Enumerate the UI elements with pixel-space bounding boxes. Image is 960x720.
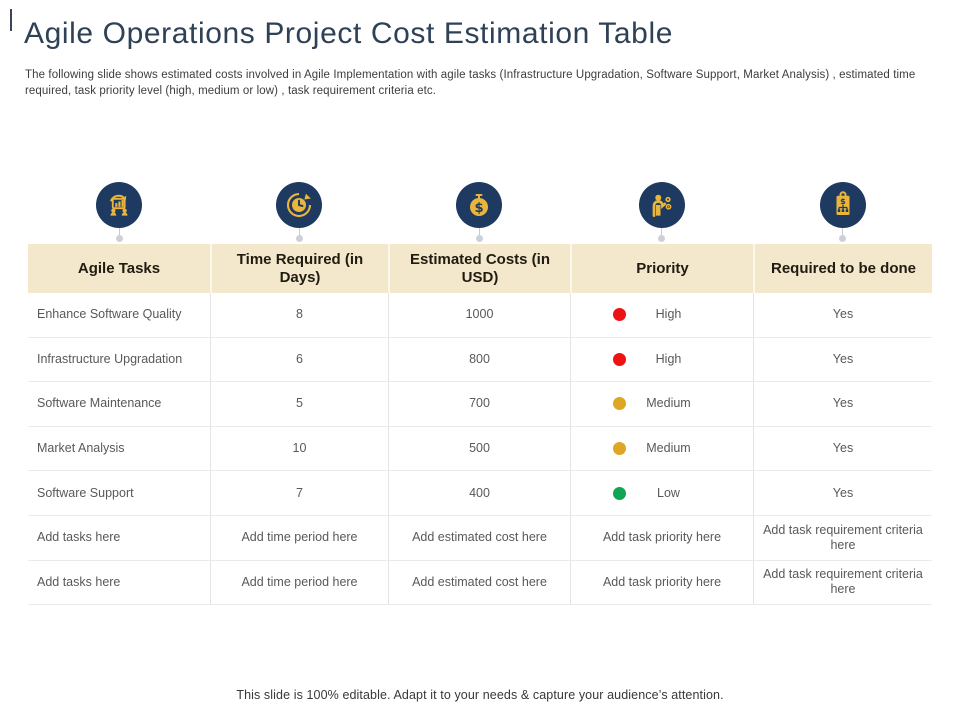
- cell-agile-task: Software Support: [37, 485, 134, 500]
- icon-connector-line: [298, 228, 300, 235]
- cell-required-to-be-done[interactable]: Add task requirement criteria here: [753, 515, 932, 560]
- priority-label: Add task priority here: [602, 574, 722, 589]
- header-agile-tasks: Agile Tasks: [77, 259, 161, 277]
- header-priority: Priority: [570, 244, 753, 293]
- column-icons-row: $: [28, 182, 932, 244]
- cell-required-to-be-done: Yes: [753, 337, 932, 382]
- cell-required-to-be-done: Yes: [753, 471, 932, 515]
- column-icon-time-required: [210, 182, 388, 244]
- cell-priority: High: [570, 293, 753, 337]
- cell-estimated-cost: 400: [388, 471, 570, 515]
- cell-agile-task: Infrastructure Upgradation: [37, 351, 183, 366]
- cell-required-to-be-done: Yes: [753, 293, 932, 337]
- cell-estimated-cost: 1000: [388, 293, 570, 337]
- cell-estimated-cost[interactable]: Add estimated cost here: [388, 515, 570, 560]
- table-row: Add tasks here Add time period here Add …: [28, 560, 932, 606]
- bar-chart-presenter-icon: [96, 182, 142, 228]
- cell-required-to-be-done: Yes: [753, 426, 932, 471]
- icon-connector-dot: [839, 235, 846, 242]
- table-row: Infrastructure Upgradation 6 800 High Ye…: [28, 337, 932, 383]
- priority-label: Medium: [646, 441, 691, 456]
- cell-agile-task[interactable]: Add tasks here: [37, 574, 121, 589]
- icon-connector-dot: [475, 235, 483, 242]
- table-row: Software Support 7 400 Low Yes: [28, 471, 932, 516]
- cell-required-to-be-done: Yes: [753, 382, 932, 426]
- icon-connector-line: [661, 228, 662, 235]
- cell-agile-task[interactable]: Add tasks here: [37, 530, 121, 545]
- cell-time-required[interactable]: Add time period here: [210, 560, 388, 605]
- cost-estimation-table: $: [28, 182, 932, 606]
- icon-connector-line: [842, 228, 843, 235]
- priority-status-dot: [613, 308, 626, 322]
- cell-agile-task: Enhance Software Quality: [37, 307, 182, 322]
- cell-required-to-be-done[interactable]: Add task requirement criteria here: [753, 560, 932, 605]
- header-required-to-be-done: Required to be done: [753, 244, 932, 293]
- priority-status-dot: [613, 486, 626, 500]
- column-icon-priority: [570, 182, 753, 244]
- table-row: Add tasks here Add time period here Add …: [28, 515, 932, 561]
- priority-label: High: [655, 307, 682, 322]
- table-body: Enhance Software Quality 8 1000 High Yes…: [28, 293, 932, 606]
- column-icon-required-to-be-done: $: [753, 182, 932, 244]
- clipboard-dollar-hierarchy-icon: $: [819, 182, 866, 228]
- cell-time-required: 5: [210, 382, 388, 426]
- priority-label: Medium: [646, 396, 691, 411]
- column-icon-agile-tasks: [28, 182, 210, 244]
- table-header-row: Agile Tasks Time Required (in Days) Esti…: [28, 244, 932, 293]
- cell-time-required: 8: [210, 293, 388, 337]
- icon-connector-dot: [115, 235, 123, 242]
- money-bag-dollar-icon: $: [456, 182, 502, 228]
- stopwatch-arrow-icon: [276, 182, 322, 228]
- table-row: Enhance Software Quality 8 1000 High Yes: [28, 293, 932, 338]
- cell-estimated-cost[interactable]: Add estimated cost here: [388, 560, 570, 605]
- svg-text:$: $: [840, 196, 846, 206]
- editable-note: This slide is 100% editable. Adapt it to…: [236, 688, 724, 702]
- priority-status-dot: [613, 397, 626, 411]
- page-title: Agile Operations Project Cost Estimation…: [24, 17, 674, 50]
- person-gear-icon: [638, 182, 685, 228]
- slide-edge-mark: [10, 9, 12, 31]
- priority-label: Add task priority here: [602, 530, 722, 545]
- cell-estimated-cost: 700: [388, 382, 570, 426]
- icon-connector-dot: [295, 235, 303, 242]
- icon-connector-line: [118, 228, 120, 235]
- cell-priority: High: [570, 337, 753, 382]
- cell-estimated-cost: 800: [388, 337, 570, 382]
- cell-agile-task: Software Maintenance: [37, 396, 162, 411]
- slide-description: The following slide shows estimated cost…: [25, 69, 916, 98]
- priority-status-dot: [613, 442, 626, 456]
- cell-priority[interactable]: Add task priority here: [570, 560, 753, 605]
- table-row: Software Maintenance 5 700 Medium Yes: [28, 382, 932, 427]
- cell-priority: Medium: [570, 426, 753, 471]
- cell-time-required: 7: [210, 471, 388, 515]
- column-icon-estimated-costs: $: [388, 182, 570, 244]
- priority-label: High: [655, 351, 682, 366]
- cell-priority: Medium: [570, 382, 753, 426]
- cell-time-required: 10: [210, 426, 388, 471]
- priority-status-dot: [613, 352, 626, 366]
- cell-priority[interactable]: Add task priority here: [570, 515, 753, 560]
- cell-time-required: 6: [210, 337, 388, 382]
- header-estimated-costs: Estimated Costs (in USD): [388, 244, 570, 293]
- cell-time-required[interactable]: Add time period here: [210, 515, 388, 560]
- icon-connector-line: [478, 228, 480, 235]
- svg-text:$: $: [474, 201, 483, 216]
- cell-priority: Low: [570, 471, 753, 515]
- table-row: Market Analysis 10 500 Medium Yes: [28, 426, 932, 472]
- icon-connector-dot: [658, 235, 665, 242]
- priority-label: Low: [657, 485, 680, 500]
- cell-agile-task: Market Analysis: [37, 441, 125, 456]
- cell-estimated-cost: 500: [388, 426, 570, 471]
- header-time-required: Time Required (in Days): [210, 244, 388, 293]
